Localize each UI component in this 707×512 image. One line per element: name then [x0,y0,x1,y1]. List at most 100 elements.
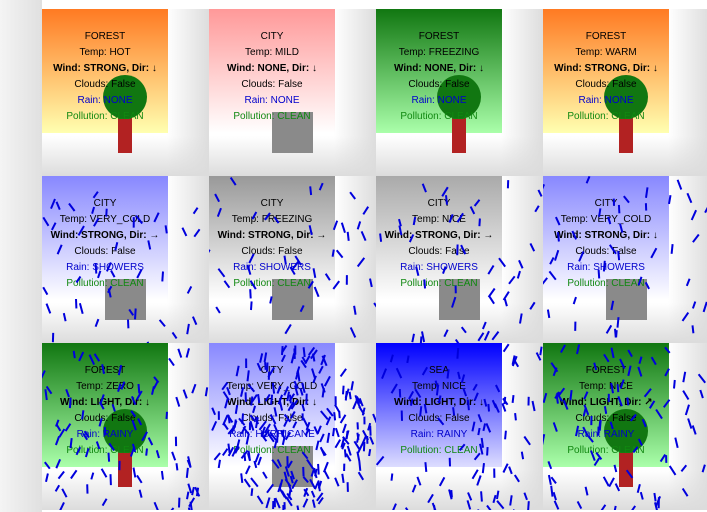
tile-type-label: FOREST [418,31,460,42]
tile-pollution-label: Pollution: CLEAN [233,111,311,122]
tile-info: CITY Temp: VERY_COLD Wind: LIGHT, Dir: ↓ Cl… [209,363,335,459]
tile-sky [42,9,168,133]
tile-type-label: FOREST [84,365,126,376]
tile-temp-label: Temp: HOT [79,47,131,58]
tile-type-label: CITY [93,198,117,209]
world-tile[interactable]: FOREST Temp: NICE Wind: LIGHT, Dir: ↗ Cloud… [543,343,707,510]
world-tile[interactable]: CITY Temp: VERY_COLD Wind: STRONG, Dir: ↓ C… [543,176,707,343]
tree-crown-icon [103,75,147,119]
world-tile[interactable]: CITY Temp: VERY_COLD Wind: STRONG, Dir: → C… [42,176,209,343]
tile-wind-label: Wind: LIGHT, Dir: ↓ [60,397,150,408]
tile-type-label: FOREST [585,365,627,376]
tile-wind-label: Wind: LIGHT, Dir: ↗ [559,397,653,408]
tile-wind-label: Wind: STRONG, Dir: ↓ [554,63,658,74]
tile-rain-label: Rain: RAINY [410,429,468,440]
building-icon [272,112,313,153]
tree-crown-icon [437,75,481,119]
world-tile[interactable]: CITY Temp: MILD Wind: NONE, Dir: ↓ Clouds: … [209,9,376,176]
tile-clouds-label: Clouds: False [241,413,303,424]
tile-rain-label: Rain: RAINY [76,429,134,440]
tile-pollution-label: Pollution: CLEAN [567,278,645,289]
world-tile[interactable]: FOREST Temp: WARM Wind: STRONG, Dir: ↓ Clou… [543,9,707,176]
tile-temp-label: Temp: VERY_COLD [59,214,151,225]
tile-temp-label: Temp: WARM [575,47,637,58]
tile-sky [42,343,168,467]
tile-wind-label: Wind: LIGHT, Dir: ↓ [227,397,317,408]
tile-temp-label: Temp: NICE [412,381,466,392]
tile-pollution-label: Pollution: CLEAN [400,278,478,289]
tile-rain-label: Rain: NONE [244,95,300,106]
tile-wind-label: Wind: LIGHT, Dir: ↓ [394,397,484,408]
tile-temp-label: Temp: MILD [245,47,299,58]
world-tile[interactable]: SEA Temp: NICE Wind: LIGHT, Dir: ↓ Clouds: … [376,343,543,510]
tile-wind-label: Wind: STRONG, Dir: → [384,230,494,241]
tile-pollution-label: Pollution: CLEAN [400,111,478,122]
tile-temp-label: Temp: FREEZING [231,214,313,225]
tile-pollution-label: Pollution: CLEAN [66,278,144,289]
tile-pollution-label: Pollution: CLEAN [66,445,144,456]
tile-clouds-label: Clouds: False [408,413,470,424]
tile-sky [543,9,669,133]
tile-wind-label: Wind: STRONG, Dir: ↓ [554,230,658,241]
tile-temp-label: Temp: FREEZING [398,47,480,58]
tile-wind-label: Wind: NONE, Dir: ↓ [227,63,317,74]
tile-temp-label: Temp: NICE [412,214,466,225]
tile-rain-label: Rain: RAINY [577,429,635,440]
tile-rain-label: Rain: HURRICANE [229,429,315,440]
tile-clouds-label: Clouds: False [575,79,637,90]
world-tile[interactable]: CITY Temp: FREEZING Wind: STRONG, Dir: → Cl… [209,176,376,343]
tile-pollution-label: Pollution: CLEAN [233,445,311,456]
tile-type-label: CITY [260,198,284,209]
world-tile[interactable]: FOREST Temp: ZERO Wind: LIGHT, Dir: ↓ Cloud… [42,343,209,510]
tile-clouds-label: Clouds: False [74,79,136,90]
tile-clouds-label: Clouds: False [575,246,637,257]
tile-wind-label: Wind: STRONG, Dir: → [50,230,160,241]
tile-type-label: FOREST [84,31,126,42]
tile-rain-label: Rain: SHOWERS [233,262,311,273]
tile-rain-label: Rain: NONE [77,95,133,106]
tile-info: CITY Temp: VERY_COLD Wind: STRONG, Dir: ↓ C… [543,196,669,292]
tile-shade-bottom [376,470,543,510]
tile-type-label: CITY [427,198,451,209]
tile-clouds-label: Clouds: False [408,246,470,257]
tile-wind-label: Wind: STRONG, Dir: → [217,230,327,241]
tile-clouds-label: Clouds: False [74,246,136,257]
tile-rain-label: Rain: SHOWERS [400,262,478,273]
world-tile[interactable]: CITY Temp: VERY_COLD Wind: LIGHT, Dir: ↓ Cl… [209,343,376,510]
tile-pollution-label: Pollution: CLEAN [233,278,311,289]
tile-info: CITY Temp: MILD Wind: NONE, Dir: ↓ Clouds: … [209,29,335,125]
tile-clouds-label: Clouds: False [575,413,637,424]
tile-info: CITY Temp: NICE Wind: STRONG, Dir: → Clouds… [376,196,502,292]
tile-info: FOREST Temp: FREEZING Wind: NONE, Dir: ↓ Cl… [376,29,502,125]
world-tile[interactable]: CITY Temp: NICE Wind: STRONG, Dir: → Clouds… [376,176,543,343]
tile-type-label: CITY [260,31,284,42]
tile-pollution-label: Pollution: CLEAN [400,445,478,456]
building-icon [606,279,647,320]
tile-clouds-label: Clouds: False [241,246,303,257]
tile-temp-label: Temp: ZERO [76,381,134,392]
tile-wind-label: Wind: STRONG, Dir: ↓ [53,63,157,74]
tile-rain-label: Rain: SHOWERS [66,262,144,273]
tile-info: CITY Temp: FREEZING Wind: STRONG, Dir: → Cl… [209,196,335,292]
tile-type-label: CITY [260,365,284,376]
tile-info: CITY Temp: VERY_COLD Wind: STRONG, Dir: → C… [42,196,168,292]
tile-type-label: CITY [594,198,618,209]
tile-info: FOREST Temp: HOT Wind: STRONG, Dir: ↓ Cloud… [42,29,168,125]
tile-rain-label: Rain: NONE [578,95,634,106]
tile-info: FOREST Temp: WARM Wind: STRONG, Dir: ↓ Clou… [543,29,669,125]
world-tile[interactable]: FOREST Temp: FREEZING Wind: NONE, Dir: ↓ Cl… [376,9,543,176]
world-tile[interactable]: FOREST Temp: HOT Wind: STRONG, Dir: ↓ Cloud… [42,9,209,176]
tile-temp-label: Temp: VERY_COLD [226,381,318,392]
tile-rain-label: Rain: NONE [411,95,467,106]
tile-temp-label: Temp: NICE [579,381,633,392]
tile-wind-label: Wind: NONE, Dir: ↓ [394,63,484,74]
left-edge-strip [0,0,42,512]
tile-info: FOREST Temp: NICE Wind: LIGHT, Dir: ↗ Cloud… [543,363,669,459]
tile-clouds-label: Clouds: False [408,79,470,90]
tile-clouds-label: Clouds: False [74,413,136,424]
tile-type-label: SEA [428,365,449,376]
tile-sky [376,9,502,133]
tile-pollution-label: Pollution: CLEAN [567,111,645,122]
building-icon [272,279,313,320]
tile-info: SEA Temp: NICE Wind: LIGHT, Dir: ↓ Clouds: … [376,363,502,459]
